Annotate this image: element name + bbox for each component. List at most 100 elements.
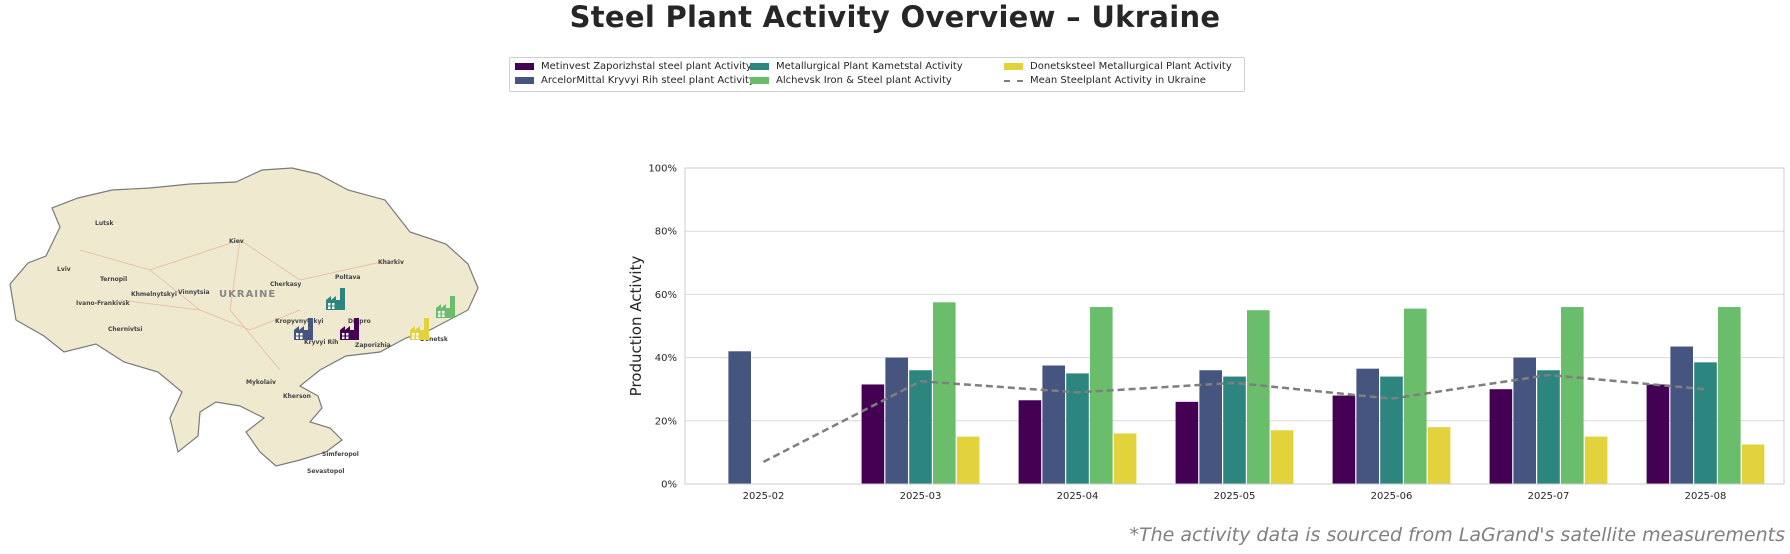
bar bbox=[1537, 370, 1560, 484]
x-tick-label: 2025-08 bbox=[1685, 491, 1727, 502]
map-city-label: Cherkasy bbox=[270, 281, 301, 288]
map-city-label: Chernivtsi bbox=[108, 326, 142, 333]
bar bbox=[1247, 310, 1270, 484]
bar bbox=[956, 436, 980, 484]
bar bbox=[1270, 430, 1294, 484]
factory-icon bbox=[326, 288, 345, 310]
map-city-label: Ternopil bbox=[100, 276, 127, 283]
chart-mean-line bbox=[762, 373, 1706, 463]
map-city-label: Kryvyi Rih bbox=[304, 339, 338, 346]
x-tick-label: 2025-05 bbox=[1214, 491, 1256, 502]
map-city-label: Zaporizhia bbox=[355, 342, 391, 349]
legend-swatch bbox=[750, 77, 769, 84]
y-tick-label: 20% bbox=[655, 416, 677, 427]
map-roads bbox=[79, 239, 391, 371]
bar bbox=[1427, 427, 1451, 484]
map-city-label: Mykolaiv bbox=[246, 379, 276, 386]
chart-legend: Metinvest Zaporizhstal steel plant Activ… bbox=[509, 57, 1245, 92]
bar bbox=[909, 370, 932, 484]
bar bbox=[1718, 307, 1741, 484]
map-country-label: UKRAINE bbox=[219, 289, 276, 300]
x-tick-label: 2025-02 bbox=[743, 491, 785, 502]
footnote: *The activity data is sourced from LaGra… bbox=[1129, 524, 1785, 546]
map-city-label: Kropyvnytskyi bbox=[275, 318, 323, 325]
map-city-label: Sevastopol bbox=[307, 468, 344, 475]
legend-item: Metinvest Zaporizhstal steel plant Activ… bbox=[515, 61, 752, 72]
y-tick-label: 40% bbox=[655, 353, 677, 364]
legend-label: ArcelorMittal Kryvyi Rih steel plant Act… bbox=[541, 75, 755, 86]
bar bbox=[1175, 401, 1199, 484]
map-city-label: Donetsk bbox=[420, 336, 449, 343]
bar bbox=[1513, 357, 1536, 484]
x-tick-label: 2025-06 bbox=[1371, 491, 1413, 502]
bar bbox=[1584, 436, 1608, 484]
map-city-label: Ivano-Frankivsk bbox=[76, 300, 131, 307]
bar bbox=[1489, 389, 1513, 484]
legend-dash-swatch bbox=[1004, 79, 1023, 82]
map-city-label: Kiev bbox=[229, 238, 244, 245]
bar bbox=[1561, 307, 1584, 484]
map-city-label: Simferopol bbox=[322, 451, 359, 458]
map-city-label: Poltava bbox=[335, 274, 360, 281]
legend-item: Alchevsk Iron & Steel plant Activity bbox=[750, 75, 952, 86]
bar bbox=[1042, 365, 1065, 484]
x-tick-label: 2025-04 bbox=[1057, 491, 1099, 502]
bar bbox=[1670, 346, 1693, 484]
legend-swatch bbox=[1004, 63, 1023, 70]
bar bbox=[728, 351, 751, 484]
legend-label: Metinvest Zaporizhstal steel plant Activ… bbox=[541, 61, 752, 72]
legend-item: Mean Steelplant Activity in Ukraine bbox=[1004, 75, 1206, 86]
factory-icon bbox=[294, 318, 313, 340]
map-city-label: Kherson bbox=[283, 393, 311, 400]
map-city-label: Dnipro bbox=[348, 318, 371, 325]
legend-label: Mean Steelplant Activity in Ukraine bbox=[1030, 75, 1206, 86]
map-city-label: Khmelnytskyi bbox=[131, 291, 177, 298]
ukraine-map: Lutsk Kiev Kharkiv Lviv Ternopil Poltava… bbox=[0, 160, 490, 500]
mean-activity-line bbox=[762, 373, 1706, 463]
factory-icon bbox=[436, 296, 455, 318]
bar bbox=[861, 384, 885, 484]
bar bbox=[885, 357, 908, 484]
bar bbox=[1356, 368, 1379, 484]
x-tick-label: 2025-03 bbox=[900, 491, 942, 502]
bar bbox=[1741, 444, 1765, 484]
bar bbox=[1694, 362, 1717, 484]
legend-label: Metallurgical Plant Kametstal Activity bbox=[776, 61, 963, 72]
page-title: Steel Plant Activity Overview – Ukraine bbox=[569, 0, 1221, 34]
legend-item: Metallurgical Plant Kametstal Activity bbox=[750, 61, 963, 72]
map-svg: Lutsk Kiev Kharkiv Lviv Ternopil Poltava… bbox=[9, 167, 479, 475]
bar bbox=[1113, 433, 1137, 484]
legend-label: Donetsksteel Metallurgical Plant Activit… bbox=[1030, 61, 1232, 72]
ukraine-outline bbox=[9, 167, 479, 467]
map-city-label: Lutsk bbox=[95, 220, 115, 227]
bar bbox=[933, 302, 956, 484]
bar bbox=[1066, 373, 1089, 484]
bar bbox=[1090, 307, 1113, 484]
bar bbox=[1199, 370, 1222, 484]
y-tick-label: 100% bbox=[648, 164, 677, 175]
y-tick-label: 0% bbox=[661, 480, 677, 491]
map-city-label: Kharkiv bbox=[378, 259, 404, 266]
legend-swatch bbox=[515, 77, 534, 84]
factory-icon bbox=[410, 318, 429, 340]
chart-bars bbox=[728, 302, 1765, 484]
bar bbox=[1646, 384, 1670, 484]
legend-swatch bbox=[515, 63, 534, 70]
y-tick-label: 80% bbox=[655, 227, 677, 238]
legend-swatch bbox=[750, 63, 769, 70]
y-axis-label: Production Activity bbox=[627, 256, 645, 397]
y-tick-label: 60% bbox=[655, 290, 677, 301]
plot-frame bbox=[684, 167, 1785, 485]
chart-axes: 0% 20% 40% 60% 80% 100% 2025-02 2025-03 2025-04 2… bbox=[627, 164, 1785, 502]
legend-item: ArcelorMittal Kryvyi Rih steel plant Act… bbox=[515, 75, 755, 86]
map-city-label: Vinnytsia bbox=[178, 289, 210, 296]
legend-label: Alchevsk Iron & Steel plant Activity bbox=[776, 75, 952, 86]
factory-icon bbox=[340, 318, 359, 340]
bar bbox=[1223, 376, 1246, 484]
legend-item: Donetsksteel Metallurgical Plant Activit… bbox=[1004, 61, 1232, 72]
map-city-label: Lviv bbox=[57, 266, 71, 273]
plant-markers bbox=[294, 288, 455, 340]
bar bbox=[1380, 376, 1403, 484]
x-tick-label: 2025-07 bbox=[1528, 491, 1570, 502]
